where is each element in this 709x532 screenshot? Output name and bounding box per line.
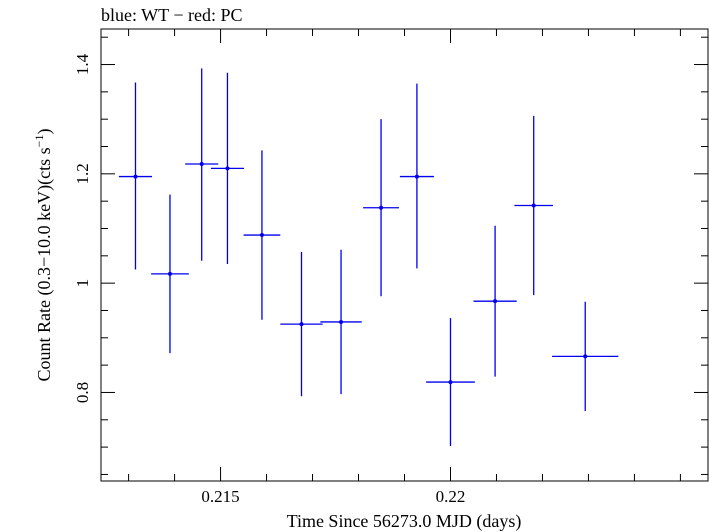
data-marker xyxy=(167,271,172,276)
axis-ticks xyxy=(101,29,708,481)
data-marker xyxy=(493,299,498,304)
data-points xyxy=(118,68,619,447)
data-point xyxy=(426,318,475,447)
tick-labels: 0.215 0.22 0.8 1 1.2 1.4 xyxy=(73,53,465,506)
data-point xyxy=(185,68,219,261)
data-marker xyxy=(199,161,204,166)
data-point xyxy=(473,225,517,377)
data-marker xyxy=(339,319,344,324)
x-tick-label: 0.215 xyxy=(201,487,239,506)
y-axis-label-main: Count Rate (0.3−10.0 keV)(cts s xyxy=(34,147,55,381)
data-point xyxy=(118,82,153,270)
data-point xyxy=(363,119,399,297)
x-axis-label: Time Since 56273.0 MJD (days) xyxy=(287,511,522,532)
data-marker xyxy=(299,322,304,327)
x-tick-label: 0.22 xyxy=(436,487,466,506)
data-point xyxy=(320,249,362,395)
y-tick-label: 0.8 xyxy=(73,382,92,403)
y-axis-label-exponent: −1 xyxy=(32,135,46,148)
data-point xyxy=(151,194,189,354)
data-marker xyxy=(133,174,138,179)
data-marker xyxy=(414,174,419,179)
data-point xyxy=(243,150,281,320)
data-point xyxy=(210,72,245,265)
data-point xyxy=(399,83,434,269)
y-tick-label: 1 xyxy=(73,279,92,288)
data-marker xyxy=(225,166,230,171)
data-marker xyxy=(259,233,264,238)
plot-frame xyxy=(100,28,709,482)
data-point xyxy=(280,251,323,397)
data-marker xyxy=(379,205,384,210)
data-marker xyxy=(531,203,536,208)
y-tick-label: 1.4 xyxy=(73,53,92,75)
y-axis-label-close: ) xyxy=(34,129,55,135)
data-marker xyxy=(448,380,453,385)
data-point xyxy=(514,115,554,296)
y-axis-label: Count Rate (0.3−10.0 keV)(cts s−1) xyxy=(32,129,55,382)
chart-title: blue: WT − red: PC xyxy=(101,5,242,25)
data-point xyxy=(552,301,619,412)
y-tick-label: 1.2 xyxy=(73,163,92,184)
data-marker xyxy=(583,354,588,359)
